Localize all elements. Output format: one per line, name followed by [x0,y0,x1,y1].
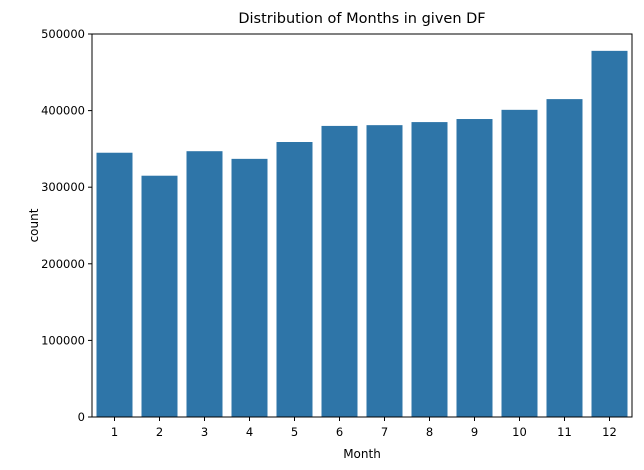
bar-month-7 [366,125,403,418]
x-tick-label: 7 [381,425,388,439]
bar-month-10 [501,109,538,418]
bar-month-1 [96,152,133,418]
x-tick-label: 8 [426,425,433,439]
x-tick-label: 6 [336,425,343,439]
y-tick-label: 0 [78,410,85,424]
x-tick-label: 4 [246,425,253,439]
bars-group [96,50,628,418]
x-axis-ticks: 1 2 3 4 5 6 7 8 9 10 11 12 [111,417,617,439]
bar-month-9 [456,119,493,417]
plot-frame [91,33,633,418]
y-tick-label: 500000 [41,27,85,41]
y-tick-label: 100000 [41,333,85,347]
y-axis-ticks: 0 100000 200000 300000 400000 500000 [41,27,92,424]
x-axis-label: Month [343,447,381,461]
x-tick-label: 1 [111,425,118,439]
x-tick-label: 10 [512,425,527,439]
x-tick-label: 12 [602,425,617,439]
y-axis-label: count [27,208,41,242]
y-tick-label: 400000 [41,104,85,118]
x-tick-label: 11 [557,425,572,439]
chart-title: Distribution of Months in given DF [238,11,485,27]
bar-month-12 [591,50,628,418]
x-tick-label: 3 [201,425,208,439]
x-tick-label: 5 [291,425,298,439]
x-tick-label: 9 [471,425,478,439]
bar-month-2 [141,175,178,417]
bar-month-6 [321,125,358,418]
bar-month-11 [546,99,583,418]
bar-month-3 [186,151,223,417]
bar-month-4 [231,158,268,417]
y-tick-label: 300000 [41,180,85,194]
bar-month-5 [276,142,313,418]
y-tick-label: 200000 [41,257,85,271]
bar-month-8 [411,122,448,417]
x-tick-label: 2 [156,425,163,439]
